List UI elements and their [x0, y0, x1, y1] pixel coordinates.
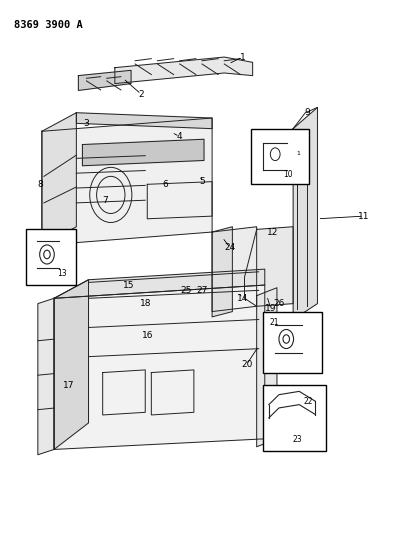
Text: 24: 24 — [225, 244, 236, 253]
Text: 27: 27 — [196, 286, 208, 295]
Text: 3: 3 — [84, 119, 89, 128]
Text: 20: 20 — [241, 360, 252, 369]
Text: 1: 1 — [297, 151, 300, 156]
Polygon shape — [54, 269, 265, 298]
FancyBboxPatch shape — [263, 312, 322, 373]
Text: 10: 10 — [283, 170, 293, 179]
Text: 5: 5 — [199, 177, 205, 186]
Polygon shape — [115, 57, 253, 84]
Polygon shape — [78, 70, 131, 91]
Text: 25: 25 — [180, 286, 191, 295]
Text: 17: 17 — [62, 381, 74, 390]
Text: 8369 3900 A: 8369 3900 A — [13, 20, 82, 30]
FancyBboxPatch shape — [26, 229, 76, 285]
Text: 1: 1 — [239, 53, 245, 62]
Text: 19: 19 — [265, 304, 277, 313]
Polygon shape — [257, 288, 277, 447]
Text: 7: 7 — [102, 196, 108, 205]
Polygon shape — [38, 298, 54, 455]
Text: 6: 6 — [163, 180, 169, 189]
Text: 16: 16 — [142, 331, 153, 340]
Text: 4: 4 — [177, 132, 182, 141]
Polygon shape — [244, 227, 293, 306]
Polygon shape — [212, 227, 257, 312]
Text: 18: 18 — [140, 299, 151, 308]
Polygon shape — [42, 118, 212, 245]
FancyBboxPatch shape — [263, 385, 326, 451]
Text: 11: 11 — [358, 212, 370, 221]
Text: 13: 13 — [57, 269, 67, 278]
Text: 21: 21 — [270, 318, 279, 327]
Text: 15: 15 — [123, 280, 135, 289]
Text: 26: 26 — [273, 299, 285, 308]
FancyBboxPatch shape — [251, 128, 309, 184]
Polygon shape — [42, 113, 76, 245]
Polygon shape — [54, 285, 265, 449]
Polygon shape — [76, 113, 212, 128]
Polygon shape — [54, 280, 89, 449]
Text: 22: 22 — [304, 397, 313, 406]
Polygon shape — [82, 139, 204, 166]
Text: 2: 2 — [138, 90, 144, 99]
Polygon shape — [212, 227, 233, 317]
Text: 14: 14 — [237, 294, 248, 303]
Text: 23: 23 — [293, 434, 302, 443]
Text: 9: 9 — [304, 108, 310, 117]
Polygon shape — [293, 108, 317, 319]
Text: 8: 8 — [37, 180, 43, 189]
Text: 12: 12 — [267, 228, 279, 237]
